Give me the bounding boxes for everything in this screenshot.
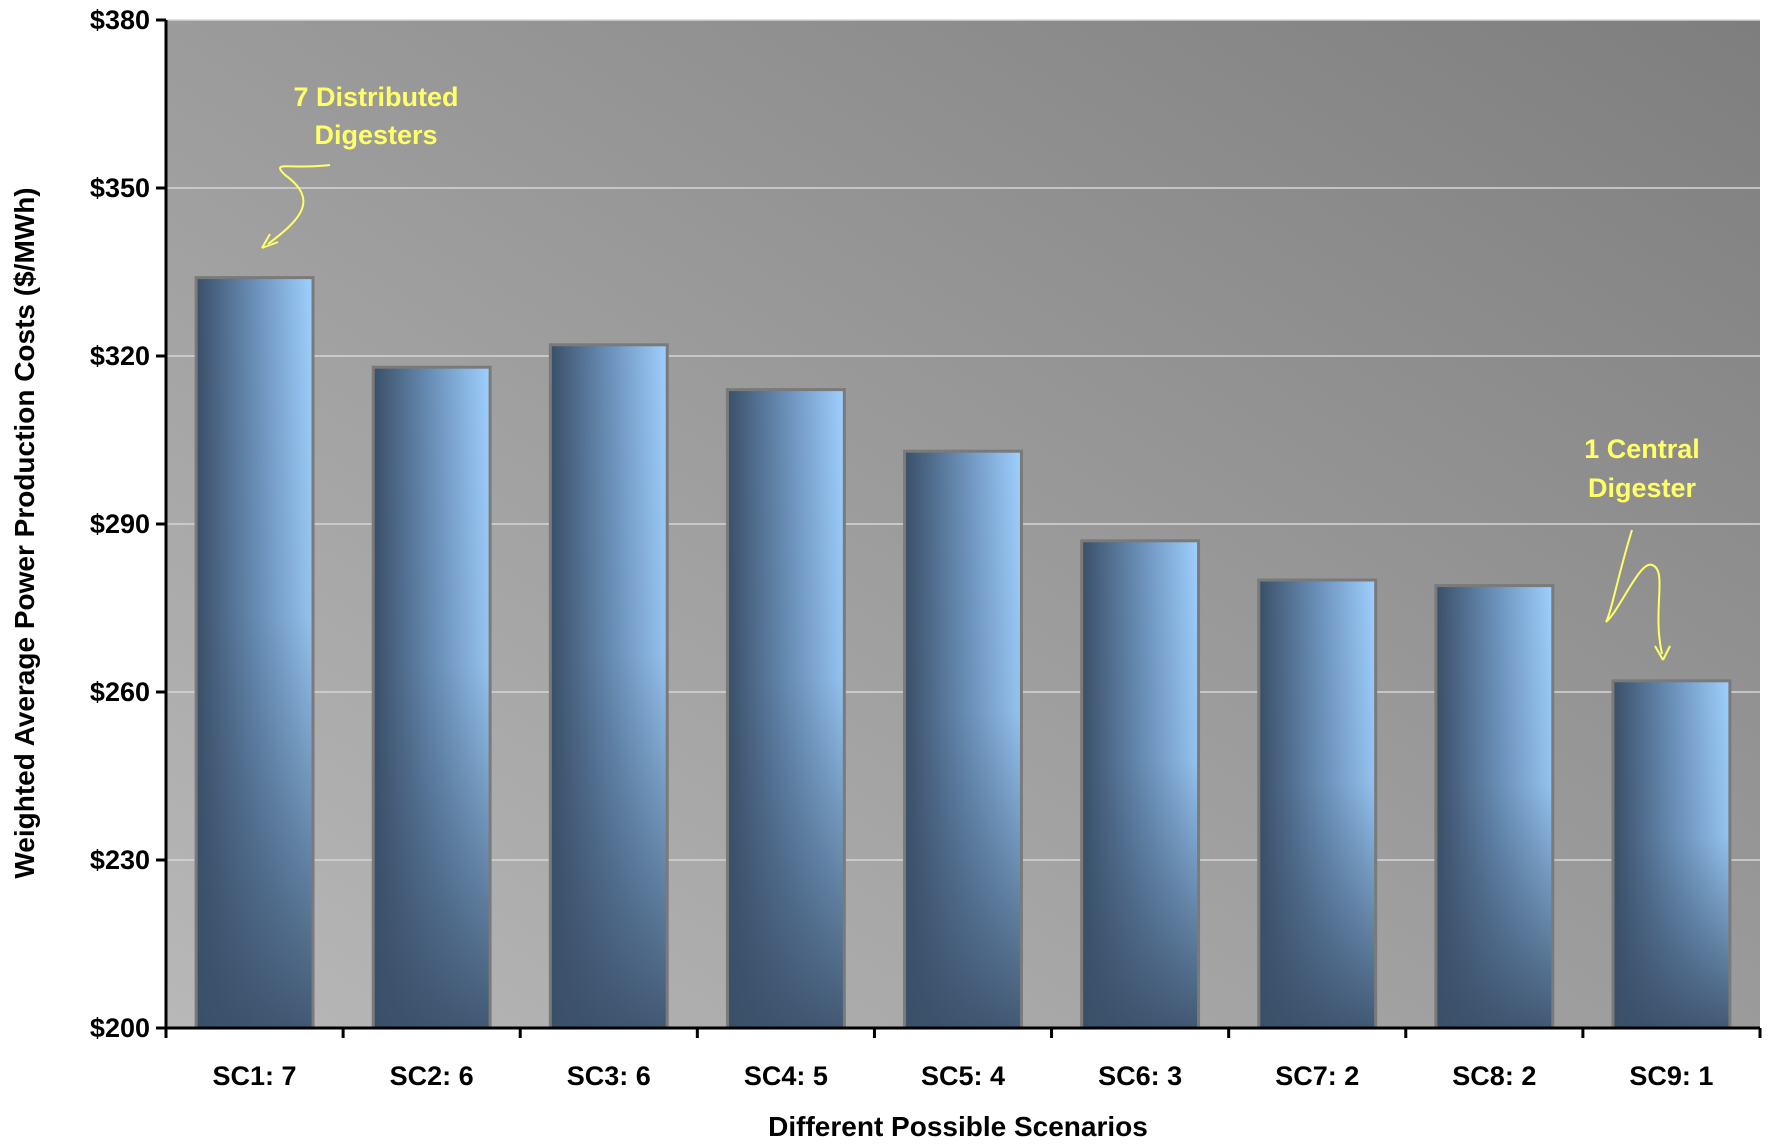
annotation-distributed-line-1: 7 Distributed bbox=[293, 82, 458, 112]
annotation-distributed-line-2: Digesters bbox=[314, 120, 437, 150]
annotation-central-line-1: 1 Central bbox=[1584, 434, 1700, 464]
bars bbox=[194, 276, 1732, 1030]
y-tick-label: $350 bbox=[90, 173, 150, 203]
annotation-distributed-arrow bbox=[267, 164, 331, 245]
axes bbox=[156, 18, 1762, 1038]
x-tick-label: SC3: 6 bbox=[567, 1061, 651, 1091]
bar bbox=[903, 449, 1023, 1030]
x-tick-label: SC4: 5 bbox=[744, 1061, 828, 1091]
annotation-central-arrowhead bbox=[1654, 645, 1671, 661]
y-tick-label: $200 bbox=[90, 1013, 150, 1043]
annotation-central-arrow bbox=[1605, 529, 1663, 655]
y-tick-label: $320 bbox=[90, 341, 150, 371]
y-tick-label: $380 bbox=[90, 5, 150, 35]
bar bbox=[1611, 679, 1732, 1030]
bar bbox=[371, 365, 492, 1030]
bar bbox=[1434, 584, 1555, 1030]
x-tick-label: SC9: 1 bbox=[1629, 1061, 1713, 1091]
annotation-central: 1 Central Digester bbox=[1584, 434, 1700, 661]
x-tick-label: SC7: 2 bbox=[1275, 1061, 1359, 1091]
bar bbox=[1080, 539, 1201, 1030]
annotation-distributed-arrowhead bbox=[261, 233, 279, 249]
annotation-distributed: 7 Distributed Digesters bbox=[261, 82, 459, 249]
bar bbox=[194, 276, 315, 1030]
x-axis-title: Different Possible Scenarios bbox=[768, 1111, 1148, 1142]
y-tick-label: $260 bbox=[90, 677, 150, 707]
x-tick-labels: SC1: 7 SC2: 6 SC3: 6 SC4: 5 SC5: 4 SC6: 3 SC7:… bbox=[213, 1061, 1714, 1091]
x-tick-label: SC5: 4 bbox=[921, 1061, 1005, 1091]
bar bbox=[548, 343, 669, 1030]
x-tick-label: SC8: 2 bbox=[1452, 1061, 1536, 1091]
y-tick-label: $230 bbox=[90, 845, 150, 875]
bar bbox=[1257, 578, 1378, 1030]
y-tick-labels: $200 $230 $260 $290 $320 $350 $380 bbox=[90, 5, 150, 1043]
x-tick-label: SC1: 7 bbox=[213, 1061, 297, 1091]
x-tick-label: SC2: 6 bbox=[390, 1061, 474, 1091]
y-tick-label: $290 bbox=[90, 509, 150, 539]
annotation-central-line-2: Digester bbox=[1588, 473, 1697, 503]
bar bbox=[725, 388, 846, 1030]
y-axis-title: Weighted Average Power Production Costs … bbox=[9, 187, 40, 878]
x-tick-label: SC6: 3 bbox=[1098, 1061, 1182, 1091]
